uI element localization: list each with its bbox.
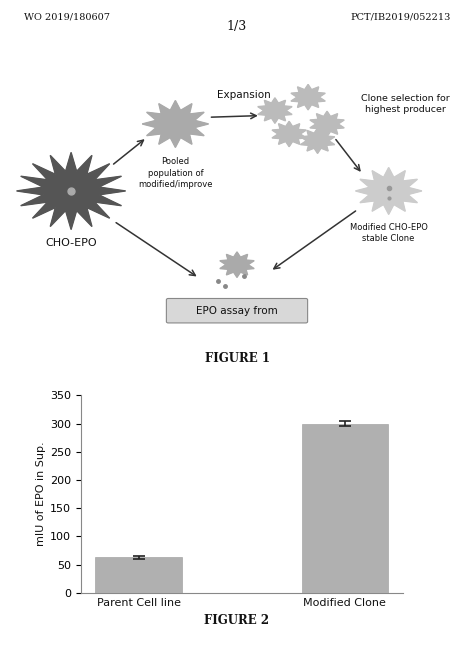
Polygon shape <box>142 100 209 147</box>
Text: EPO assay from: EPO assay from <box>196 306 278 316</box>
Bar <box>301 423 388 593</box>
Bar <box>95 557 182 593</box>
Y-axis label: mIU of EPO in Sup.: mIU of EPO in Sup. <box>36 442 46 547</box>
Text: 1/3: 1/3 <box>227 20 247 33</box>
Text: PCT/IB2019/052213: PCT/IB2019/052213 <box>350 12 450 21</box>
Text: Clone selection for
highest producer: Clone selection for highest producer <box>361 94 450 114</box>
Polygon shape <box>291 84 325 110</box>
Text: WO 2019/180607: WO 2019/180607 <box>24 12 109 21</box>
Polygon shape <box>272 121 306 147</box>
Text: Modified CHO-EPO
stable Clone: Modified CHO-EPO stable Clone <box>350 222 428 243</box>
Text: Expansion: Expansion <box>217 90 271 100</box>
Text: CHO-EPO: CHO-EPO <box>46 238 97 248</box>
Polygon shape <box>220 252 254 277</box>
Polygon shape <box>356 168 422 214</box>
Text: FIGURE 2: FIGURE 2 <box>204 614 270 627</box>
Polygon shape <box>310 111 344 137</box>
Polygon shape <box>17 152 126 229</box>
Polygon shape <box>301 128 335 153</box>
FancyBboxPatch shape <box>166 299 308 323</box>
Text: Pooled
population of
modified/improve: Pooled population of modified/improve <box>138 157 213 189</box>
Polygon shape <box>258 98 292 123</box>
Text: FIGURE 1: FIGURE 1 <box>204 352 270 365</box>
